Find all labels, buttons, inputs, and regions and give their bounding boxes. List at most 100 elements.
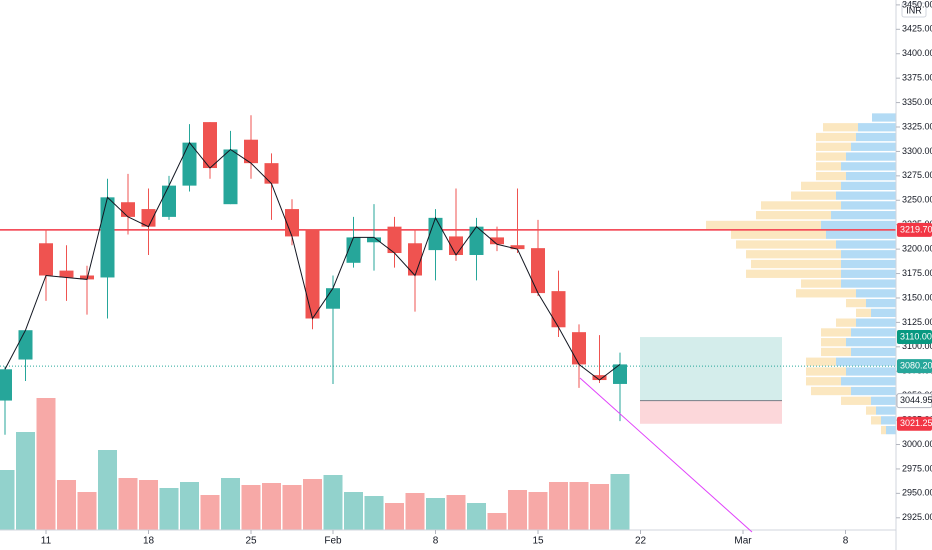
volume-bar [77,492,97,530]
profile-down [806,377,841,386]
profile-up [821,220,896,230]
y-tick-label: 2975.00 [902,463,932,473]
profile-up [886,425,896,435]
profile-up [871,308,896,318]
x-tick-label: 8 [433,536,439,547]
profile-down [821,338,846,347]
y-tick-label: 3375.00 [902,73,932,83]
volume-bar [508,490,527,530]
candle-body [490,237,504,245]
close-line [4,141,621,381]
currency: INR [906,5,922,15]
profile-down [746,250,841,259]
price-label-box [897,222,932,237]
price-label-box [897,330,932,345]
volume-bar [139,480,158,530]
price-label: 3044.95 [900,395,932,405]
y-tick-label: 3325.00 [902,121,932,131]
price-label: 3219.70 [900,224,932,234]
candle-body [326,288,340,309]
candle-body [469,226,484,255]
profile-down [816,132,856,142]
profile-up [851,347,896,357]
profile-down [706,220,821,230]
volume-bar [303,479,322,530]
volume-bar [200,495,220,530]
y-tick-label: 3250.00 [902,195,932,205]
y-tick-label: 3425.00 [902,24,932,34]
profile-up [871,396,896,405]
volume-bar [528,492,548,530]
candle-body [572,332,586,365]
y-tick-label: 3125.00 [902,317,932,327]
profile-down [801,181,841,191]
profile-up [836,240,896,249]
candle-body [346,237,361,263]
profile-up [841,279,896,288]
x-tick-label: Feb [324,536,342,547]
candle-body [203,122,217,169]
profile-down [856,308,871,318]
y-tick-label: 2925.00 [902,512,932,522]
profile-down [801,279,841,288]
y-tick-label: 3350.00 [902,97,932,107]
volume-bar [590,484,609,530]
profile-up [856,318,896,327]
profile-up [846,152,896,161]
candle-body [162,185,176,217]
profile-up [846,338,896,347]
stop-zone [640,400,782,424]
volume-bar [405,493,425,530]
y-tick-label: 3400.00 [902,48,932,58]
volume-bar [426,498,445,530]
candle-body [592,375,607,381]
profile-down [756,211,831,220]
volume-bar [159,488,179,530]
profile-up [841,201,896,210]
candle-body [613,364,627,384]
volume-bar [98,450,117,530]
profile-up [872,113,896,122]
volume-bar [385,503,404,530]
volume-bar [180,482,199,530]
profile-down [816,162,841,171]
profile-up [826,230,896,239]
volume-bar [118,478,138,530]
volume-bar [36,398,56,530]
candle-body [531,248,545,294]
profile-down [796,289,856,298]
profile-down [866,406,876,415]
profile-down [821,328,851,337]
profile-down [761,201,841,210]
volume-bar [221,478,240,530]
profile-down [731,230,826,239]
candle-body [59,270,74,278]
y-tick-label: 3150.00 [902,292,932,302]
volume-bar [241,485,261,530]
volume-bar [344,492,363,530]
price-label: 3021.25 [900,418,932,428]
x-tick-label: Mar [734,536,752,547]
candle-body [121,202,135,217]
profile-down [841,396,871,405]
x-tick-label: 15 [532,536,544,547]
volume-bar [467,503,486,530]
profile-up [858,123,896,132]
candle-body [305,229,320,319]
x-tick-label: 25 [245,536,257,547]
profile-up [856,289,896,298]
profile-up [831,211,896,220]
profile-down [816,152,846,161]
candle-body [18,330,33,360]
candle-body [182,142,197,186]
x-tick-label: 8 [843,536,849,547]
profile-down [821,347,851,357]
volume-bar [16,432,35,530]
profile-up [841,269,896,278]
y-tick-label: 3200.00 [902,243,932,253]
plot-area [0,113,896,530]
price-label: 3110.00 [900,331,932,341]
profile-down [736,240,836,249]
currency-box [901,2,927,18]
profile-up [841,250,896,259]
